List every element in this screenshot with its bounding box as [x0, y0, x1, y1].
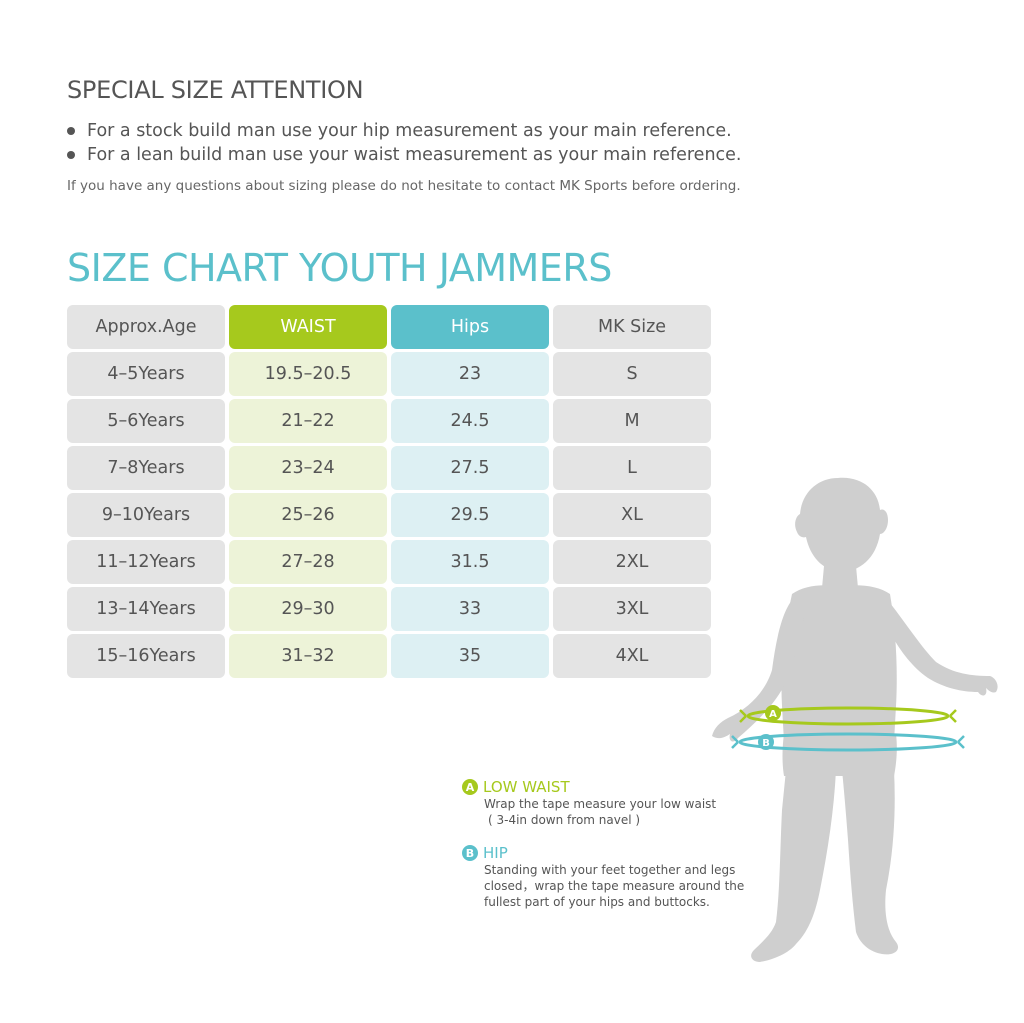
cell-waist: 19.5–20.5	[229, 352, 387, 396]
legend-a-badge-icon: A	[462, 779, 478, 795]
legend-a-heading: A LOW WAIST	[462, 778, 762, 796]
marker-a-label: A	[769, 709, 777, 720]
bullet-text: For a lean build man use your waist meas…	[87, 145, 742, 165]
cell-waist: 31–32	[229, 634, 387, 678]
header-row: Approx.Age WAIST Hips MK Size	[67, 305, 711, 349]
bullet-dot	[67, 151, 75, 159]
cell-hips: 31.5	[391, 540, 549, 584]
table-row: 13–14Years 29–30 33 3XL	[67, 587, 711, 631]
cell-hips: 24.5	[391, 399, 549, 443]
legend-a-line: ( 3-4in down from navel )	[488, 813, 641, 827]
cell-waist: 29–30	[229, 587, 387, 631]
cell-hips: 23	[391, 352, 549, 396]
marker-b-icon: B	[758, 734, 774, 750]
hip-band	[731, 732, 965, 752]
table-row: 7–8Years 23–24 27.5 L	[67, 446, 711, 490]
attention-bullets: For a stock build man use your hip measu…	[67, 119, 742, 167]
cell-mk-size: 2XL	[553, 540, 711, 584]
legend-a-description: Wrap the tape measure your low waist ( 3…	[484, 796, 762, 828]
legend-b-line: Standing with your feet together and leg…	[484, 863, 736, 877]
legend-b-description: Standing with your feet together and leg…	[484, 862, 762, 910]
header-mk-size: MK Size	[553, 305, 711, 349]
attention-title: SPECIAL SIZE ATTENTION	[67, 76, 364, 104]
table-row: 4–5Years 19.5–20.5 23 S	[67, 352, 711, 396]
legend-a-title: LOW WAIST	[483, 778, 570, 796]
header-hips: Hips	[391, 305, 549, 349]
contact-note: If you have any questions about sizing p…	[67, 178, 741, 194]
cell-hips: 27.5	[391, 446, 549, 490]
size-table: Approx.Age WAIST Hips MK Size 4–5Years 1…	[67, 305, 711, 681]
marker-b-label: B	[762, 738, 770, 749]
cell-hips: 33	[391, 587, 549, 631]
table-row: 5–6Years 21–22 24.5 M	[67, 399, 711, 443]
legend-b-line: fullest part of your hips and buttocks.	[484, 895, 710, 909]
bullet-text: For a stock build man use your hip measu…	[87, 121, 732, 141]
bullet-item: For a stock build man use your hip measu…	[67, 119, 742, 143]
legend-b-line: closed，wrap the tape measure around the	[484, 879, 745, 893]
table-row: 9–10Years 25–26 29.5 XL	[67, 493, 711, 537]
cell-mk-size: M	[553, 399, 711, 443]
legend-a-line: Wrap the tape measure your low waist	[484, 797, 717, 811]
size-chart-title: SIZE CHART YOUTH JAMMERS	[67, 246, 612, 290]
cell-age: 9–10Years	[67, 493, 225, 537]
child-silhouette-figure: A B	[712, 477, 998, 962]
header-age: Approx.Age	[67, 305, 225, 349]
cell-waist: 27–28	[229, 540, 387, 584]
child-silhouette	[712, 477, 998, 962]
low-waist-band	[739, 706, 957, 726]
cell-waist: 23–24	[229, 446, 387, 490]
cell-mk-size: XL	[553, 493, 711, 537]
cell-age: 5–6Years	[67, 399, 225, 443]
cell-age: 11–12Years	[67, 540, 225, 584]
cell-age: 7–8Years	[67, 446, 225, 490]
bullet-dot	[67, 127, 75, 135]
cell-waist: 25–26	[229, 493, 387, 537]
header-waist: WAIST	[229, 305, 387, 349]
cell-hips: 35	[391, 634, 549, 678]
cell-age: 15–16Years	[67, 634, 225, 678]
cell-mk-size: S	[553, 352, 711, 396]
legend-b-badge-icon: B	[462, 845, 478, 861]
cell-mk-size: 3XL	[553, 587, 711, 631]
cell-waist: 21–22	[229, 399, 387, 443]
marker-a-icon: A	[765, 705, 781, 721]
bullet-item: For a lean build man use your waist meas…	[67, 143, 742, 167]
table-row: 11–12Years 27–28 31.5 2XL	[67, 540, 711, 584]
cell-age: 4–5Years	[67, 352, 225, 396]
cell-mk-size: 4XL	[553, 634, 711, 678]
table-row: 15–16Years 31–32 35 4XL	[67, 634, 711, 678]
measurement-legend: A LOW WAIST Wrap the tape measure your l…	[462, 778, 762, 910]
cell-age: 13–14Years	[67, 587, 225, 631]
cell-mk-size: L	[553, 446, 711, 490]
cell-hips: 29.5	[391, 493, 549, 537]
legend-b-heading: B HIP	[462, 844, 762, 862]
legend-b-title: HIP	[483, 844, 508, 862]
